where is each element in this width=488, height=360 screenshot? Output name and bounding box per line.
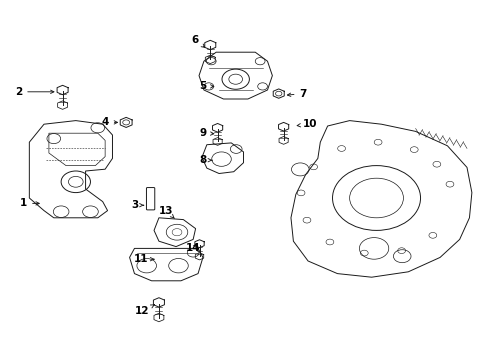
- Text: 10: 10: [297, 119, 317, 129]
- Text: 12: 12: [134, 305, 154, 316]
- Text: 13: 13: [159, 206, 174, 219]
- Text: 5: 5: [199, 81, 213, 91]
- Text: 8: 8: [199, 155, 212, 165]
- Text: 11: 11: [133, 254, 154, 264]
- Text: 2: 2: [15, 87, 54, 97]
- Text: 9: 9: [199, 128, 213, 138]
- Text: 7: 7: [287, 89, 306, 99]
- Text: 4: 4: [101, 117, 117, 127]
- Text: 1: 1: [20, 198, 39, 208]
- Text: 14: 14: [185, 243, 200, 253]
- Text: 3: 3: [131, 200, 143, 210]
- Text: 6: 6: [191, 35, 204, 48]
